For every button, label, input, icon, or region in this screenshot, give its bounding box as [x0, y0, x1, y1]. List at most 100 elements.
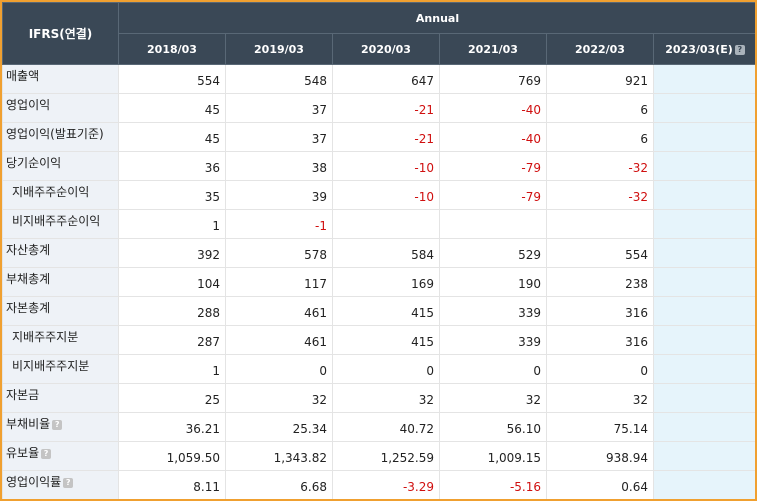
estimate-cell [652, 383, 755, 413]
estimate-cell [652, 267, 755, 297]
table-row: 지배주주지분 287 461 415 339 316 [2, 325, 755, 355]
row-label-text: 유보율 [6, 446, 40, 460]
data-cell: 35 [118, 180, 226, 210]
data-cell [332, 209, 440, 239]
row-label: 지배주주순이익 [2, 180, 119, 210]
data-cell: 32 [332, 383, 440, 413]
header-corner: IFRS(연결) [2, 2, 119, 65]
table-row: 영업이익률? 8.11 6.68 -3.29 -5.16 0.64 [2, 470, 755, 499]
data-cell: 554 [118, 64, 226, 94]
estimate-cell [652, 412, 755, 442]
header-year: 2019/03 [225, 33, 333, 65]
row-label: 영업이익률? [2, 470, 119, 499]
help-icon[interactable]: ? [41, 448, 52, 459]
help-icon[interactable]: ? [63, 477, 74, 488]
header-year: 2021/03 [439, 33, 547, 65]
data-cell: 38 [225, 151, 333, 181]
estimate-cell [652, 122, 755, 152]
table-row: 자본금 25 32 32 32 32 [2, 383, 755, 413]
header-annual: Annual [117, 2, 755, 34]
table-row: 영업이익 45 37 -21 -40 6 [2, 93, 755, 123]
data-cell: 0.64 [546, 470, 654, 499]
row-label-text: 지배주주순이익 [12, 185, 90, 199]
data-cell: 578 [225, 238, 333, 268]
estimate-cell [652, 441, 755, 471]
row-label: 자본총계 [2, 296, 119, 326]
data-cell: -40 [439, 93, 547, 123]
estimate-cell [652, 64, 755, 94]
data-cell: 6 [546, 122, 654, 152]
data-cell: 169 [332, 267, 440, 297]
data-cell: 0 [546, 354, 654, 384]
help-icon[interactable]: ? [734, 44, 745, 55]
table-row: 자산총계 392 578 584 529 554 [2, 238, 755, 268]
row-label-text: 영업이익률 [6, 475, 62, 489]
help-icon[interactable]: ? [52, 419, 63, 430]
row-label-text: 부채비율 [6, 417, 51, 431]
data-cell [439, 209, 547, 239]
data-cell: 1,009.15 [439, 441, 547, 471]
row-label-text: 비지배주주순이익 [12, 214, 101, 228]
data-cell: 37 [225, 93, 333, 123]
data-cell: 32 [439, 383, 547, 413]
data-cell: 339 [439, 325, 547, 355]
data-cell: 0 [439, 354, 547, 384]
data-cell: 238 [546, 267, 654, 297]
data-cell: 32 [225, 383, 333, 413]
data-cell: 938.94 [546, 441, 654, 471]
data-cell: 6.68 [225, 470, 333, 499]
data-cell: 548 [225, 64, 333, 94]
row-label-text: 당기순이익 [6, 156, 62, 170]
table-row: 자본총계 288 461 415 339 316 [2, 296, 755, 326]
header-year-estimate: 2023/03(E)? [652, 33, 755, 65]
row-label-text: 매출액 [6, 69, 40, 83]
data-cell: 316 [546, 296, 654, 326]
data-cell: 75.14 [546, 412, 654, 442]
row-label: 부채총계 [2, 267, 119, 297]
data-cell: 529 [439, 238, 547, 268]
estimate-cell [652, 296, 755, 326]
estimate-cell [652, 180, 755, 210]
data-cell: -3.29 [332, 470, 440, 499]
row-label-text: 지배주주지분 [12, 330, 79, 344]
data-cell: 287 [118, 325, 226, 355]
estimate-cell [652, 354, 755, 384]
row-label-text: 자본금 [6, 388, 40, 402]
row-label-text: 자본총계 [6, 301, 51, 315]
row-label-text: 자산총계 [6, 243, 51, 257]
data-cell: 288 [118, 296, 226, 326]
table-row: 유보율? 1,059.50 1,343.82 1,252.59 1,009.15 938.… [2, 441, 755, 471]
data-cell: 769 [439, 64, 547, 94]
row-label-text: 영업이익(발표기준) [6, 127, 104, 141]
row-label: 매출액 [2, 64, 119, 94]
data-cell: 339 [439, 296, 547, 326]
row-label: 비지배주주순이익 [2, 209, 119, 239]
data-cell [546, 209, 654, 239]
data-cell: 461 [225, 325, 333, 355]
estimate-cell [652, 93, 755, 123]
row-label: 당기순이익 [2, 151, 119, 181]
data-cell: 647 [332, 64, 440, 94]
data-cell: 1 [118, 209, 226, 239]
estimate-cell [652, 151, 755, 181]
row-label: 유보율? [2, 441, 119, 471]
row-label: 지배주주지분 [2, 325, 119, 355]
data-cell: 6 [546, 93, 654, 123]
data-cell: 40.72 [332, 412, 440, 442]
data-cell: 25.34 [225, 412, 333, 442]
data-cell: 316 [546, 325, 654, 355]
data-cell: -21 [332, 93, 440, 123]
data-cell: 392 [118, 238, 226, 268]
data-cell: 36.21 [118, 412, 226, 442]
data-cell: 921 [546, 64, 654, 94]
data-cell: 1,343.82 [225, 441, 333, 471]
data-cell: 1,252.59 [332, 441, 440, 471]
header-year: 2018/03 [118, 33, 226, 65]
data-cell: 25 [118, 383, 226, 413]
row-label: 부채비율? [2, 412, 119, 442]
data-cell: 104 [118, 267, 226, 297]
row-label: 자본금 [2, 383, 119, 413]
data-cell: -32 [546, 151, 654, 181]
